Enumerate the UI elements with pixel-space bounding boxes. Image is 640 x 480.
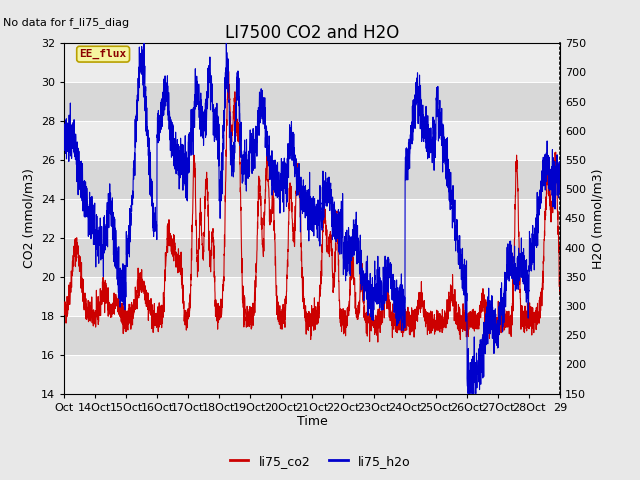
Text: No data for f_li75_diag: No data for f_li75_diag — [3, 17, 129, 28]
Bar — [64, 277, 560, 316]
Y-axis label: CO2 (mmol/m3): CO2 (mmol/m3) — [22, 168, 35, 268]
Bar — [64, 121, 560, 160]
Bar — [64, 82, 560, 121]
Bar — [64, 316, 560, 355]
Legend: li75_co2, li75_h2o: li75_co2, li75_h2o — [225, 450, 415, 473]
Bar — [64, 160, 560, 199]
Bar — [64, 199, 560, 238]
Bar — [64, 238, 560, 277]
Y-axis label: H2O (mmol/m3): H2O (mmol/m3) — [591, 168, 605, 269]
Bar — [64, 355, 560, 394]
Bar — [64, 43, 560, 82]
Text: EE_flux: EE_flux — [79, 49, 127, 59]
X-axis label: Time: Time — [296, 415, 328, 429]
Title: LI7500 CO2 and H2O: LI7500 CO2 and H2O — [225, 24, 399, 42]
